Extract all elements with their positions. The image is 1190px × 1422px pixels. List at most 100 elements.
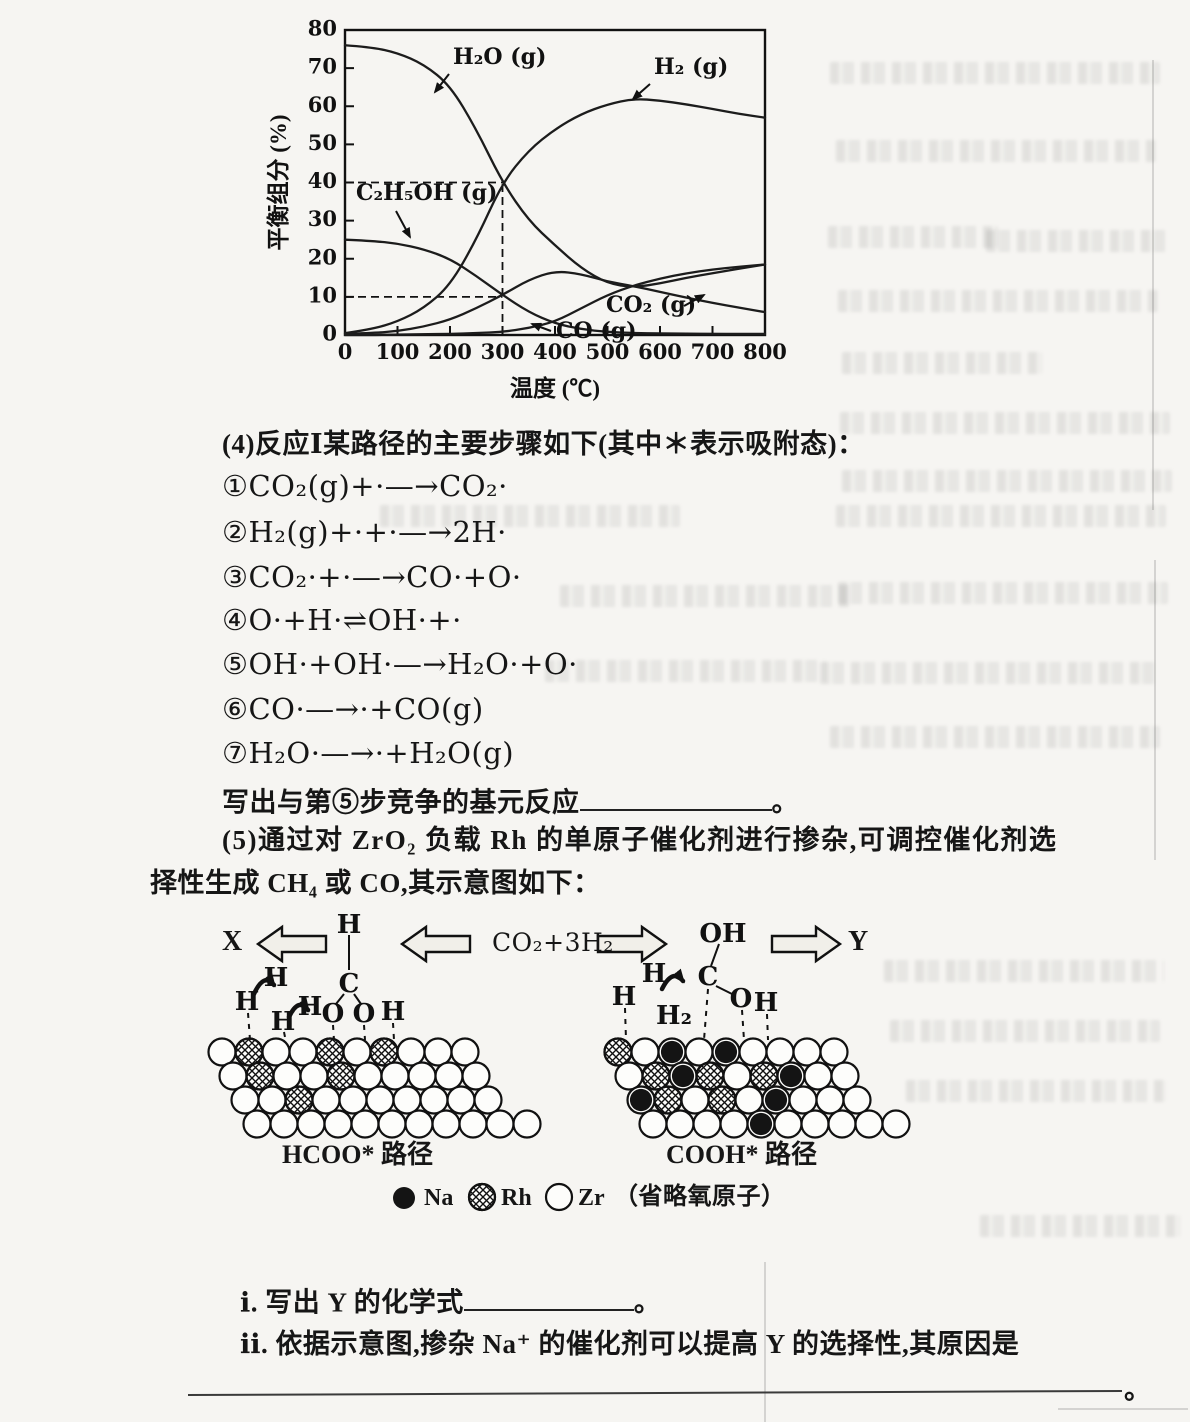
zr-atom bbox=[842, 1085, 872, 1115]
zr-atom bbox=[377, 1109, 407, 1139]
zr-atom bbox=[288, 1037, 318, 1067]
rh-atom bbox=[369, 1037, 399, 1067]
bleed-through-artifact bbox=[842, 470, 1172, 492]
zr-atom bbox=[815, 1085, 845, 1115]
zr-atom bbox=[311, 1085, 341, 1115]
zr-atom bbox=[230, 1085, 260, 1115]
curve-label: CO₂ (g) bbox=[606, 292, 706, 318]
rh-atom bbox=[284, 1085, 314, 1115]
zr-atom bbox=[800, 1109, 830, 1139]
svg-text:10: 10 bbox=[308, 282, 337, 307]
h-transfer-arrow bbox=[286, 997, 311, 1020]
bleed-through-artifact bbox=[890, 1020, 1160, 1042]
answer-line-blank[interactable] bbox=[188, 1389, 1122, 1397]
zr-atom bbox=[773, 1109, 803, 1139]
zr-atom bbox=[404, 1109, 434, 1139]
svg-text:C₂H₅OH (g): C₂H₅OH (g) bbox=[356, 180, 497, 206]
answer-blank[interactable] bbox=[463, 1281, 634, 1312]
zr-atom bbox=[342, 1037, 372, 1067]
curve-label: H₂O (g) bbox=[433, 44, 546, 94]
question-i: ⅰ. 写出 Y 的化学式 。 bbox=[240, 1281, 661, 1318]
atom-label: H bbox=[271, 1007, 296, 1037]
bleed-through-artifact bbox=[884, 960, 1164, 982]
page-edge-line bbox=[1058, 1408, 1188, 1410]
bleed-through-artifact bbox=[906, 1080, 1166, 1102]
svg-text:800: 800 bbox=[743, 339, 787, 364]
diagram-x-label: X bbox=[222, 926, 243, 957]
rh-atom bbox=[315, 1037, 345, 1067]
svg-text:CO₂ (g): CO₂ (g) bbox=[606, 292, 696, 318]
rh-atom bbox=[603, 1037, 633, 1067]
zr-atom bbox=[819, 1037, 849, 1067]
zr-atom bbox=[446, 1085, 476, 1115]
zr-atom bbox=[242, 1109, 272, 1139]
curve-label: H₂ (g) bbox=[631, 54, 728, 101]
zr-atom bbox=[630, 1037, 660, 1067]
zr-atom bbox=[719, 1109, 749, 1139]
zr-atom bbox=[269, 1109, 299, 1139]
reaction-step-4: ④O·+H·⇌OH·+· bbox=[222, 603, 462, 637]
zr-atom bbox=[665, 1109, 695, 1139]
svg-text:60: 60 bbox=[308, 92, 337, 117]
bleed-through-artifact bbox=[986, 230, 1166, 252]
zr-atom bbox=[365, 1085, 395, 1115]
bleed-through-artifact bbox=[842, 352, 1042, 374]
bleed-through-artifact bbox=[545, 660, 825, 682]
legend-zr-glyph bbox=[544, 1182, 574, 1212]
part4-intro: (4)反应Ⅰ某路径的主要步骤如下(其中＊表示吸附态)： bbox=[222, 429, 865, 459]
question-ii: ⅱ. 依据示意图,掺杂 Na⁺ 的催化剂可以提高 Y 的选择性,其原因是 bbox=[240, 1329, 1020, 1359]
page-fold-line bbox=[1154, 560, 1156, 860]
bleed-through-artifact bbox=[380, 505, 680, 527]
atom-label: H₂ bbox=[656, 1001, 692, 1031]
atom-label: H bbox=[642, 959, 667, 989]
zr-atom bbox=[419, 1085, 449, 1115]
zr-atom bbox=[257, 1085, 287, 1115]
legend-rh-glyph bbox=[467, 1182, 497, 1212]
legend-rh-label: Rh bbox=[501, 1185, 532, 1211]
zr-atom bbox=[512, 1109, 542, 1139]
zr-atom bbox=[434, 1061, 464, 1091]
zr-atom bbox=[396, 1037, 426, 1067]
diagram-y-label: Y bbox=[848, 926, 869, 957]
rh-atom bbox=[245, 1061, 275, 1091]
answer-blank[interactable] bbox=[579, 781, 772, 812]
zr-atom bbox=[614, 1061, 644, 1091]
reaction-step-2: ②H₂(g)+·+·—→2H· bbox=[222, 515, 507, 549]
zr-atom bbox=[485, 1109, 515, 1139]
bleed-through-artifact bbox=[836, 505, 1166, 527]
zr-atom bbox=[830, 1061, 860, 1091]
hcoo-intermediate: HCO OHH HH H bbox=[235, 910, 406, 1043]
atom-label: H bbox=[381, 997, 406, 1027]
zr-lattice-right bbox=[603, 1037, 911, 1139]
zr-lattice-left bbox=[207, 1037, 542, 1139]
atom-label: H bbox=[298, 992, 323, 1022]
atom-label: H bbox=[612, 982, 637, 1012]
svg-text:H₂ (g): H₂ (g) bbox=[654, 54, 728, 80]
legend-note: （省略氧原子） bbox=[614, 1184, 786, 1210]
zr-atom bbox=[854, 1109, 884, 1139]
svg-text:700: 700 bbox=[691, 339, 735, 364]
zr-atom bbox=[788, 1085, 818, 1115]
svg-text:0: 0 bbox=[338, 339, 353, 364]
svg-text:600: 600 bbox=[638, 339, 682, 364]
zr-atom bbox=[296, 1109, 326, 1139]
reaction-direction-arrow bbox=[770, 924, 843, 964]
rh-atom bbox=[641, 1061, 671, 1091]
na-atom bbox=[711, 1037, 741, 1067]
svg-text:CO (g): CO (g) bbox=[556, 318, 637, 344]
hcoo-path-label: HCOO* 路径 bbox=[282, 1140, 433, 1169]
h-transfer-arrow bbox=[659, 968, 686, 992]
svg-text:30: 30 bbox=[308, 206, 337, 231]
svg-text:70: 70 bbox=[308, 54, 337, 79]
svg-text:温度 (℃): 温度 (℃) bbox=[510, 375, 600, 401]
svg-text:0: 0 bbox=[322, 321, 337, 346]
zr-atom bbox=[765, 1037, 795, 1067]
question-i-text: ⅰ. 写出 Y 的化学式 bbox=[240, 1287, 464, 1318]
part4-prompt: 写出与第⑤步竞争的基元反应 bbox=[222, 787, 580, 818]
zr-atom bbox=[684, 1037, 714, 1067]
final-period: 。 bbox=[1124, 1375, 1151, 1405]
zr-atom bbox=[803, 1061, 833, 1091]
zr-atom bbox=[458, 1109, 488, 1139]
rh-atom bbox=[695, 1061, 725, 1091]
